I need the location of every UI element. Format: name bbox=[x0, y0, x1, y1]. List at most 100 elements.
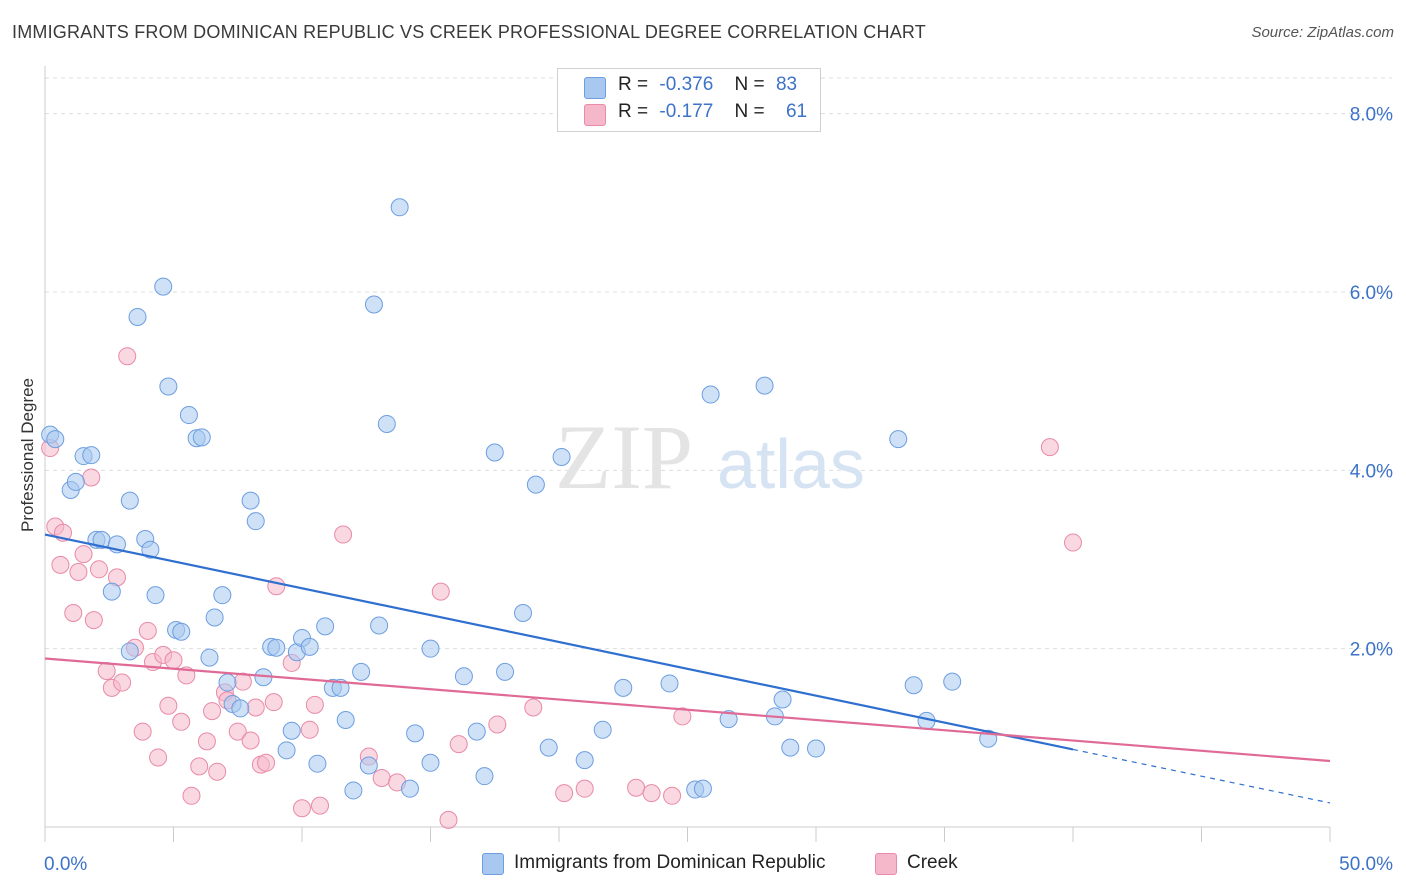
data-point bbox=[69, 562, 88, 581]
data-point bbox=[213, 586, 232, 605]
data-point bbox=[82, 468, 101, 487]
data-point bbox=[118, 347, 137, 366]
legend-label: Creek bbox=[907, 852, 958, 873]
data-point bbox=[904, 676, 923, 695]
data-point bbox=[406, 724, 425, 743]
data-point bbox=[575, 779, 594, 798]
data-point bbox=[159, 377, 178, 396]
r-value: -0.177 bbox=[659, 101, 714, 122]
x-tick-label: 50.0% bbox=[1339, 854, 1393, 875]
data-point bbox=[1040, 438, 1059, 457]
data-point bbox=[208, 762, 227, 781]
data-point bbox=[241, 731, 260, 750]
data-point bbox=[693, 779, 712, 798]
data-point bbox=[467, 722, 486, 741]
data-point bbox=[575, 751, 594, 770]
data-point bbox=[660, 674, 679, 693]
data-point bbox=[267, 577, 286, 596]
data-point bbox=[390, 198, 409, 217]
data-point bbox=[514, 604, 533, 622]
data-point bbox=[190, 757, 209, 776]
data-point bbox=[66, 472, 85, 491]
data-point bbox=[1064, 533, 1082, 552]
y-tick-label: 4.0% bbox=[1350, 461, 1393, 482]
trend-line-creek bbox=[44, 657, 1331, 763]
data-point bbox=[496, 662, 515, 681]
data-point bbox=[642, 784, 661, 803]
data-point bbox=[673, 707, 692, 726]
n-label: N = bbox=[734, 74, 765, 95]
r-label: R = bbox=[618, 74, 649, 95]
data-point bbox=[146, 586, 165, 605]
data-point bbox=[246, 512, 265, 531]
watermark: ZIP atlas bbox=[555, 406, 865, 508]
data-point bbox=[431, 582, 450, 601]
data-point bbox=[102, 582, 121, 601]
legend-swatch-blue bbox=[482, 853, 504, 875]
data-point bbox=[182, 786, 201, 805]
correlation-legend: R = -0.376 N = 83 R = -0.177 N = 61 bbox=[557, 68, 821, 132]
data-point bbox=[663, 786, 682, 805]
data-point bbox=[141, 540, 160, 559]
data-point bbox=[614, 678, 633, 697]
data-point bbox=[439, 810, 458, 829]
trend-line-dominican bbox=[44, 533, 1074, 751]
data-point bbox=[889, 430, 908, 449]
data-point bbox=[627, 778, 646, 797]
data-point bbox=[377, 414, 396, 433]
data-point bbox=[475, 767, 494, 786]
data-point bbox=[172, 622, 191, 641]
data-point bbox=[488, 715, 507, 734]
data-point bbox=[200, 648, 219, 667]
data-point bbox=[228, 722, 247, 741]
data-point bbox=[305, 695, 324, 714]
watermark-atlas: atlas bbox=[717, 425, 865, 503]
data-point bbox=[264, 693, 283, 712]
data-point bbox=[359, 756, 378, 775]
data-point bbox=[344, 781, 363, 800]
data-point bbox=[231, 699, 250, 718]
legend-swatch-pink bbox=[584, 104, 606, 126]
watermark-zip: ZIP bbox=[555, 406, 693, 508]
x-tick-label: 0.0% bbox=[44, 854, 87, 875]
chart-title: IMMIGRANTS FROM DOMINICAN REPUBLIC VS CR… bbox=[12, 22, 926, 42]
legend-swatch-pink bbox=[875, 853, 897, 875]
data-point bbox=[555, 784, 574, 803]
data-point bbox=[82, 446, 101, 465]
data-point bbox=[701, 385, 720, 404]
data-point bbox=[197, 732, 216, 751]
tick-labels: 2.0% 4.0% 6.0% 8.0% 0.0% 50.0% bbox=[44, 105, 1393, 875]
data-point bbox=[334, 525, 353, 544]
data-point bbox=[133, 722, 152, 741]
data-point bbox=[179, 406, 198, 425]
data-point bbox=[84, 611, 103, 630]
data-point bbox=[154, 277, 173, 296]
legend-label: Immigrants from Dominican Republic bbox=[514, 852, 826, 873]
data-point bbox=[203, 702, 222, 721]
y-tick-label: 2.0% bbox=[1350, 640, 1393, 661]
source-credit: Source: ZipAtlas.com bbox=[1251, 24, 1394, 41]
data-point bbox=[524, 698, 543, 717]
data-point bbox=[308, 754, 327, 773]
data-point bbox=[421, 639, 440, 658]
data-point bbox=[267, 638, 286, 657]
data-point bbox=[205, 608, 224, 627]
data-point bbox=[719, 710, 738, 729]
data-point bbox=[364, 295, 383, 314]
y-tick-label: 8.0% bbox=[1350, 105, 1393, 126]
r-value: -0.376 bbox=[659, 74, 714, 95]
data-point bbox=[293, 799, 311, 818]
data-point bbox=[316, 617, 335, 636]
data-point bbox=[300, 637, 319, 656]
data-point bbox=[310, 796, 329, 815]
data-point bbox=[336, 711, 355, 729]
data-point bbox=[192, 428, 211, 447]
n-value: 61 bbox=[785, 101, 808, 122]
data-point bbox=[449, 735, 468, 754]
data-point bbox=[370, 616, 389, 635]
y-axis-label: Professional Degree bbox=[18, 377, 37, 533]
data-point bbox=[246, 698, 265, 717]
data-point bbox=[300, 720, 319, 739]
r-label: R = bbox=[618, 101, 649, 122]
